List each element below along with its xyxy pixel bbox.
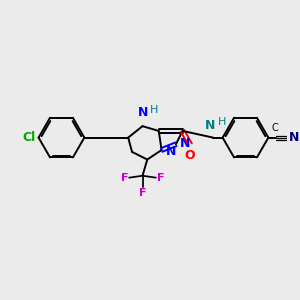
Text: Cl: Cl <box>22 131 36 144</box>
Text: O: O <box>185 149 196 162</box>
Text: N: N <box>205 119 215 132</box>
Text: N: N <box>180 137 190 150</box>
Text: C: C <box>272 123 278 133</box>
Text: F: F <box>121 173 128 183</box>
Text: N: N <box>138 106 149 119</box>
Text: F: F <box>139 188 146 198</box>
Text: F: F <box>157 173 164 183</box>
Text: H: H <box>218 117 226 127</box>
Text: H: H <box>150 105 158 115</box>
Text: N: N <box>165 146 176 158</box>
Text: N: N <box>290 131 300 144</box>
